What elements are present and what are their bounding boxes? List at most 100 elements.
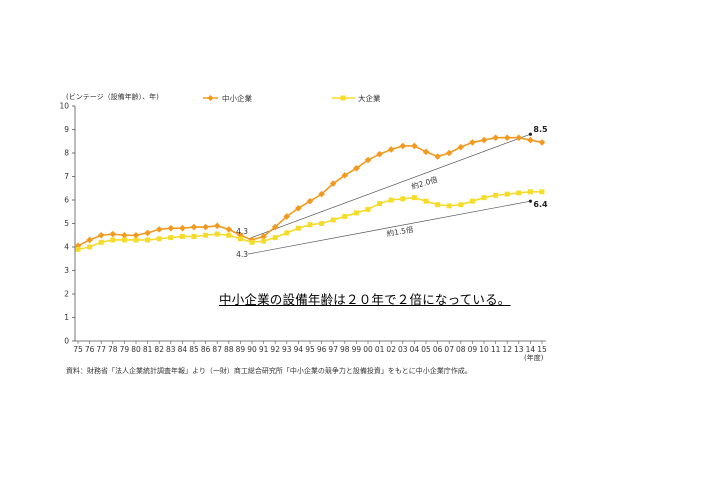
data-point-large [226,232,232,238]
data-point-sme [202,223,209,231]
data-point-large [446,203,452,209]
data-point-large [156,236,162,242]
x-tick-label: 05 [421,345,431,354]
data-point-large [295,225,301,231]
y-ticks: 0 1 2 3 4 5 6 7 8 9 10 [59,102,75,346]
data-point-sme [306,197,314,205]
data-point-sme [492,134,499,142]
data-point-large [493,192,499,198]
ratio-label-sme: 約2.0倍 [410,174,439,192]
data-point-large [179,233,185,239]
legend: 中小企業 大企業 [203,93,381,103]
x-tick-label: 78 [108,345,118,354]
data-point-sme [121,231,128,239]
data-point-large [110,237,116,243]
data-point-large [377,201,383,207]
data-point-large [145,237,151,243]
data-point-sme [434,153,441,160]
x-tick-label: 95 [305,345,315,354]
summary-caption: 中小企業の設備年齢は２０年で２倍になっている。 [219,292,511,307]
end-label-sme: 8.5 [533,125,548,134]
data-point-sme [271,223,279,231]
x-tick-label: 75 [73,345,83,354]
x-tick-label: 02 [386,345,396,354]
x-tick-label: 88 [224,345,234,354]
y-tick-label: 4 [64,243,69,252]
legend-label-sme: 中小企業 [222,93,252,103]
data-point-large [365,206,371,212]
x-tick-label: 90 [247,345,257,354]
data-point-sme [376,150,383,158]
data-point-sme [364,156,372,164]
data-point-sme [167,224,175,232]
data-point-sme [469,139,476,146]
data-point-sme [411,142,418,150]
trend-end-dot-large [528,199,533,203]
data-point-sme [295,204,302,212]
data-point-large [388,197,394,203]
x-tick-label: 08 [456,345,466,354]
data-point-sme [86,236,93,244]
x-tick-label: 84 [178,345,188,354]
data-point-large [168,235,174,241]
data-point-large [504,191,510,197]
data-point-large [342,213,348,219]
data-point-large [411,195,417,201]
x-tick-label: 97 [328,345,338,354]
data-point-sme [144,229,151,237]
y-tick-label: 10 [59,102,69,111]
data-point-large [133,237,139,243]
data-point-large [423,198,429,204]
x-tick-label: 94 [294,345,304,354]
legend-marker-large [340,95,346,101]
x-tick-label: 87 [212,345,222,354]
x-tick-label: 99 [352,345,362,354]
data-point-sme [179,224,186,232]
y-tick-label: 5 [64,219,69,228]
data-point-sme [399,142,407,150]
x-tick-label: 81 [143,345,153,354]
x-axis-unit: (年度) [524,353,544,362]
x-tick-label: 79 [120,345,130,354]
x-tick-label: 06 [433,345,443,354]
x-tick-label: 89 [236,345,246,354]
x-tick-label: 12 [502,345,512,354]
x-tick-label: 91 [259,345,269,354]
data-point-sme [74,242,82,250]
x-tick-label: 77 [96,345,106,354]
data-point-large [435,202,441,208]
data-point-large [121,237,127,243]
trend-lines [247,132,533,255]
end-label-large: 6.4 [533,200,548,209]
legend-marker-sme [207,95,214,101]
data-point-sme [132,231,140,239]
data-point-large [353,210,359,216]
data-point-sme [422,148,430,156]
data-point-sme [538,139,546,146]
data-point-sme [341,172,349,179]
data-point-sme [225,226,233,233]
data-point-sme [445,149,453,157]
data-point-large [191,233,197,239]
data-point-large [249,239,255,245]
x-tick-label: 03 [398,345,408,354]
data-point-large [284,230,290,236]
data-point-large [319,221,325,226]
data-point-sme [260,233,267,240]
x-tick-label: 93 [282,345,292,354]
data-point-sme [109,230,117,238]
x-tick-label: 85 [189,345,199,354]
data-point-large [481,195,487,201]
data-point-large [203,232,209,238]
x-tick-label: 13 [514,345,524,354]
x-tick-label: 14 [526,345,536,354]
data-point-sme [515,134,523,142]
x-tick-label: 96 [317,345,327,354]
data-point-large [539,189,545,195]
data-point-large [516,190,522,196]
data-point-large [75,246,81,252]
x-tick-label: 80 [131,345,141,354]
data-point-sme [213,222,221,230]
data-point-sme [480,136,488,144]
